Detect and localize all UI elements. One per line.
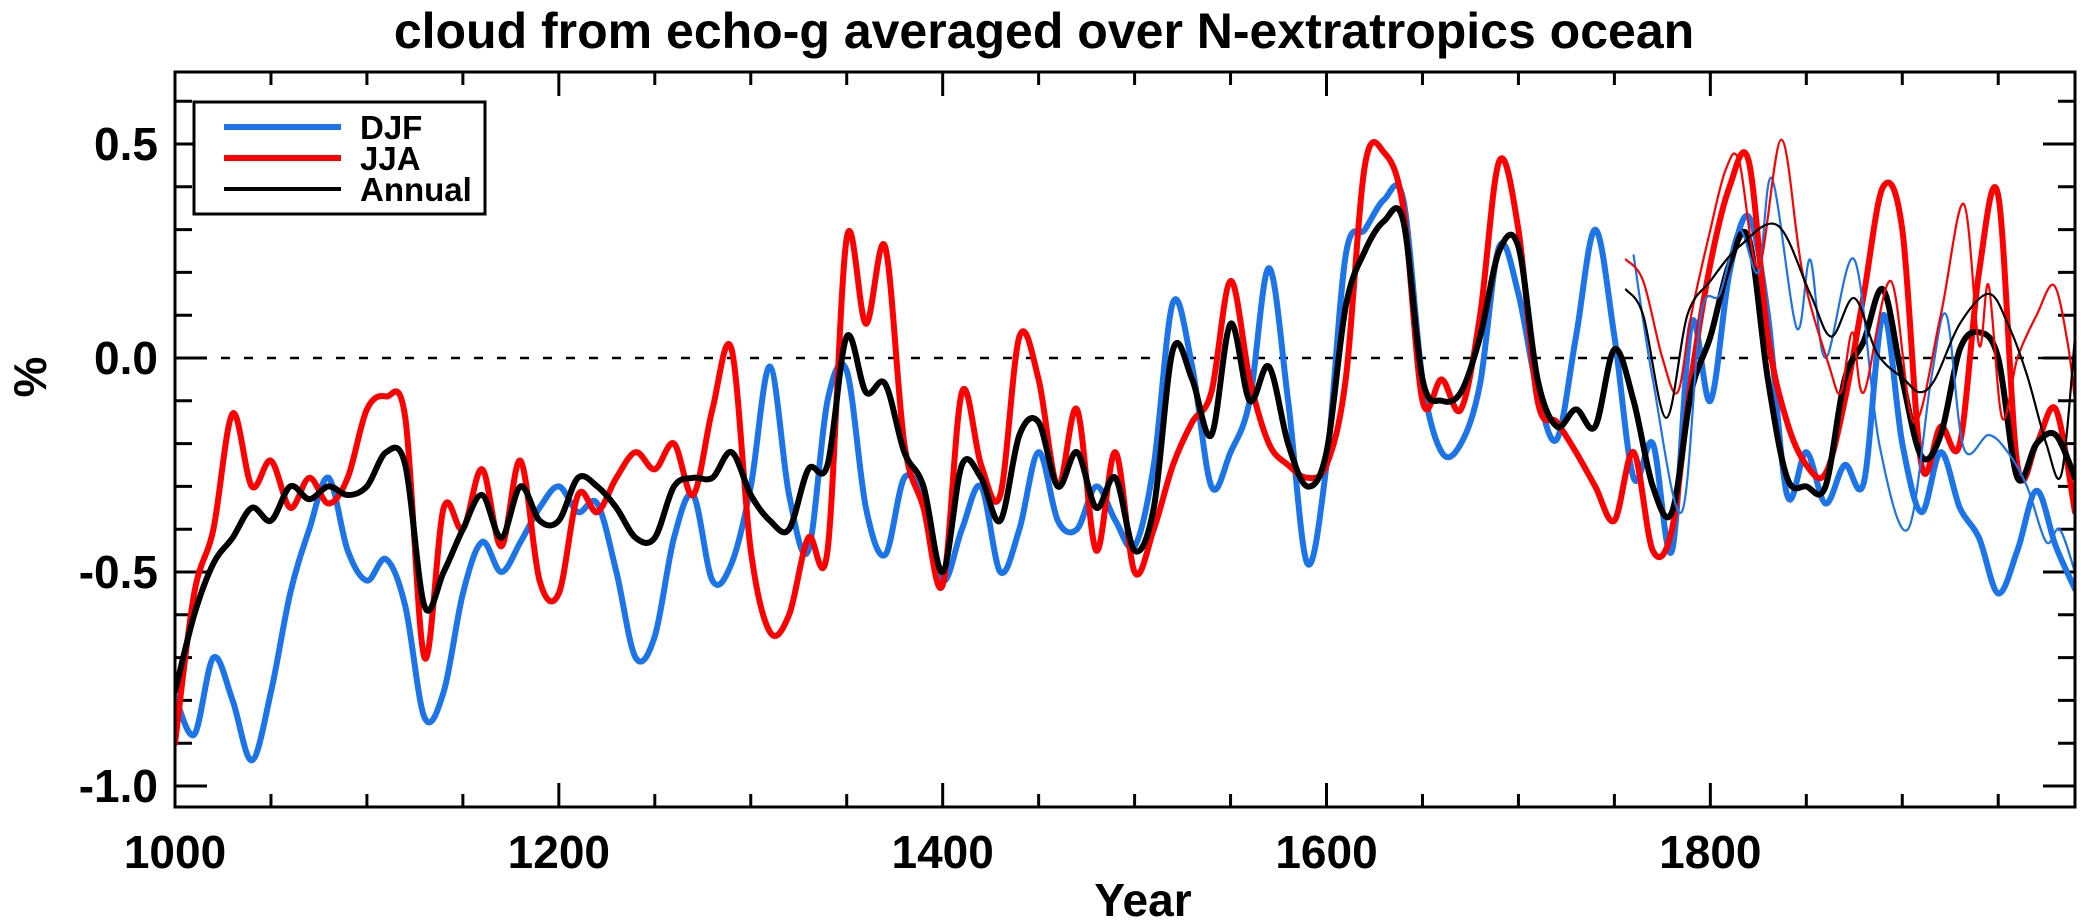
y-tick-label: -1.0 bbox=[79, 760, 158, 812]
y-tick-label: 0.5 bbox=[94, 118, 158, 170]
series-line-annual-thin-second-realization- bbox=[1624, 222, 2075, 480]
series-line-djf-thin-second-realization- bbox=[1632, 177, 2075, 574]
legend: DJF JJA Annual bbox=[192, 100, 487, 216]
x-tick-label: 1200 bbox=[508, 826, 610, 878]
y-tick-label: 0.0 bbox=[94, 332, 158, 384]
legend-label-annual: Annual bbox=[360, 171, 472, 208]
x-tick-label: 1000 bbox=[124, 826, 226, 878]
x-tick-label: 1400 bbox=[892, 826, 994, 878]
y-axis-label: % bbox=[4, 357, 56, 398]
plot-area: 1000 1200 1400 1600 1800 0.5 0.0 -0.5 -1.0 bbox=[79, 72, 2075, 878]
legend-label-jja: JJA bbox=[360, 140, 421, 177]
series-line-annual bbox=[175, 205, 2075, 695]
series-line-djf bbox=[175, 182, 2075, 764]
chart-title: cloud from echo-g averaged over N-extrat… bbox=[394, 3, 1694, 59]
x-tick-label: 1800 bbox=[1659, 826, 1761, 878]
plot-frame bbox=[173, 70, 2077, 809]
y-tick-label: -0.5 bbox=[79, 546, 158, 598]
x-tick-label: 1600 bbox=[1275, 826, 1377, 878]
legend-label-djf: DJF bbox=[360, 109, 422, 146]
series-line-jja-thin-second-realization- bbox=[1624, 138, 2075, 424]
x-axis-label: Year bbox=[1094, 874, 1191, 923]
series-line-jja bbox=[175, 139, 2075, 747]
